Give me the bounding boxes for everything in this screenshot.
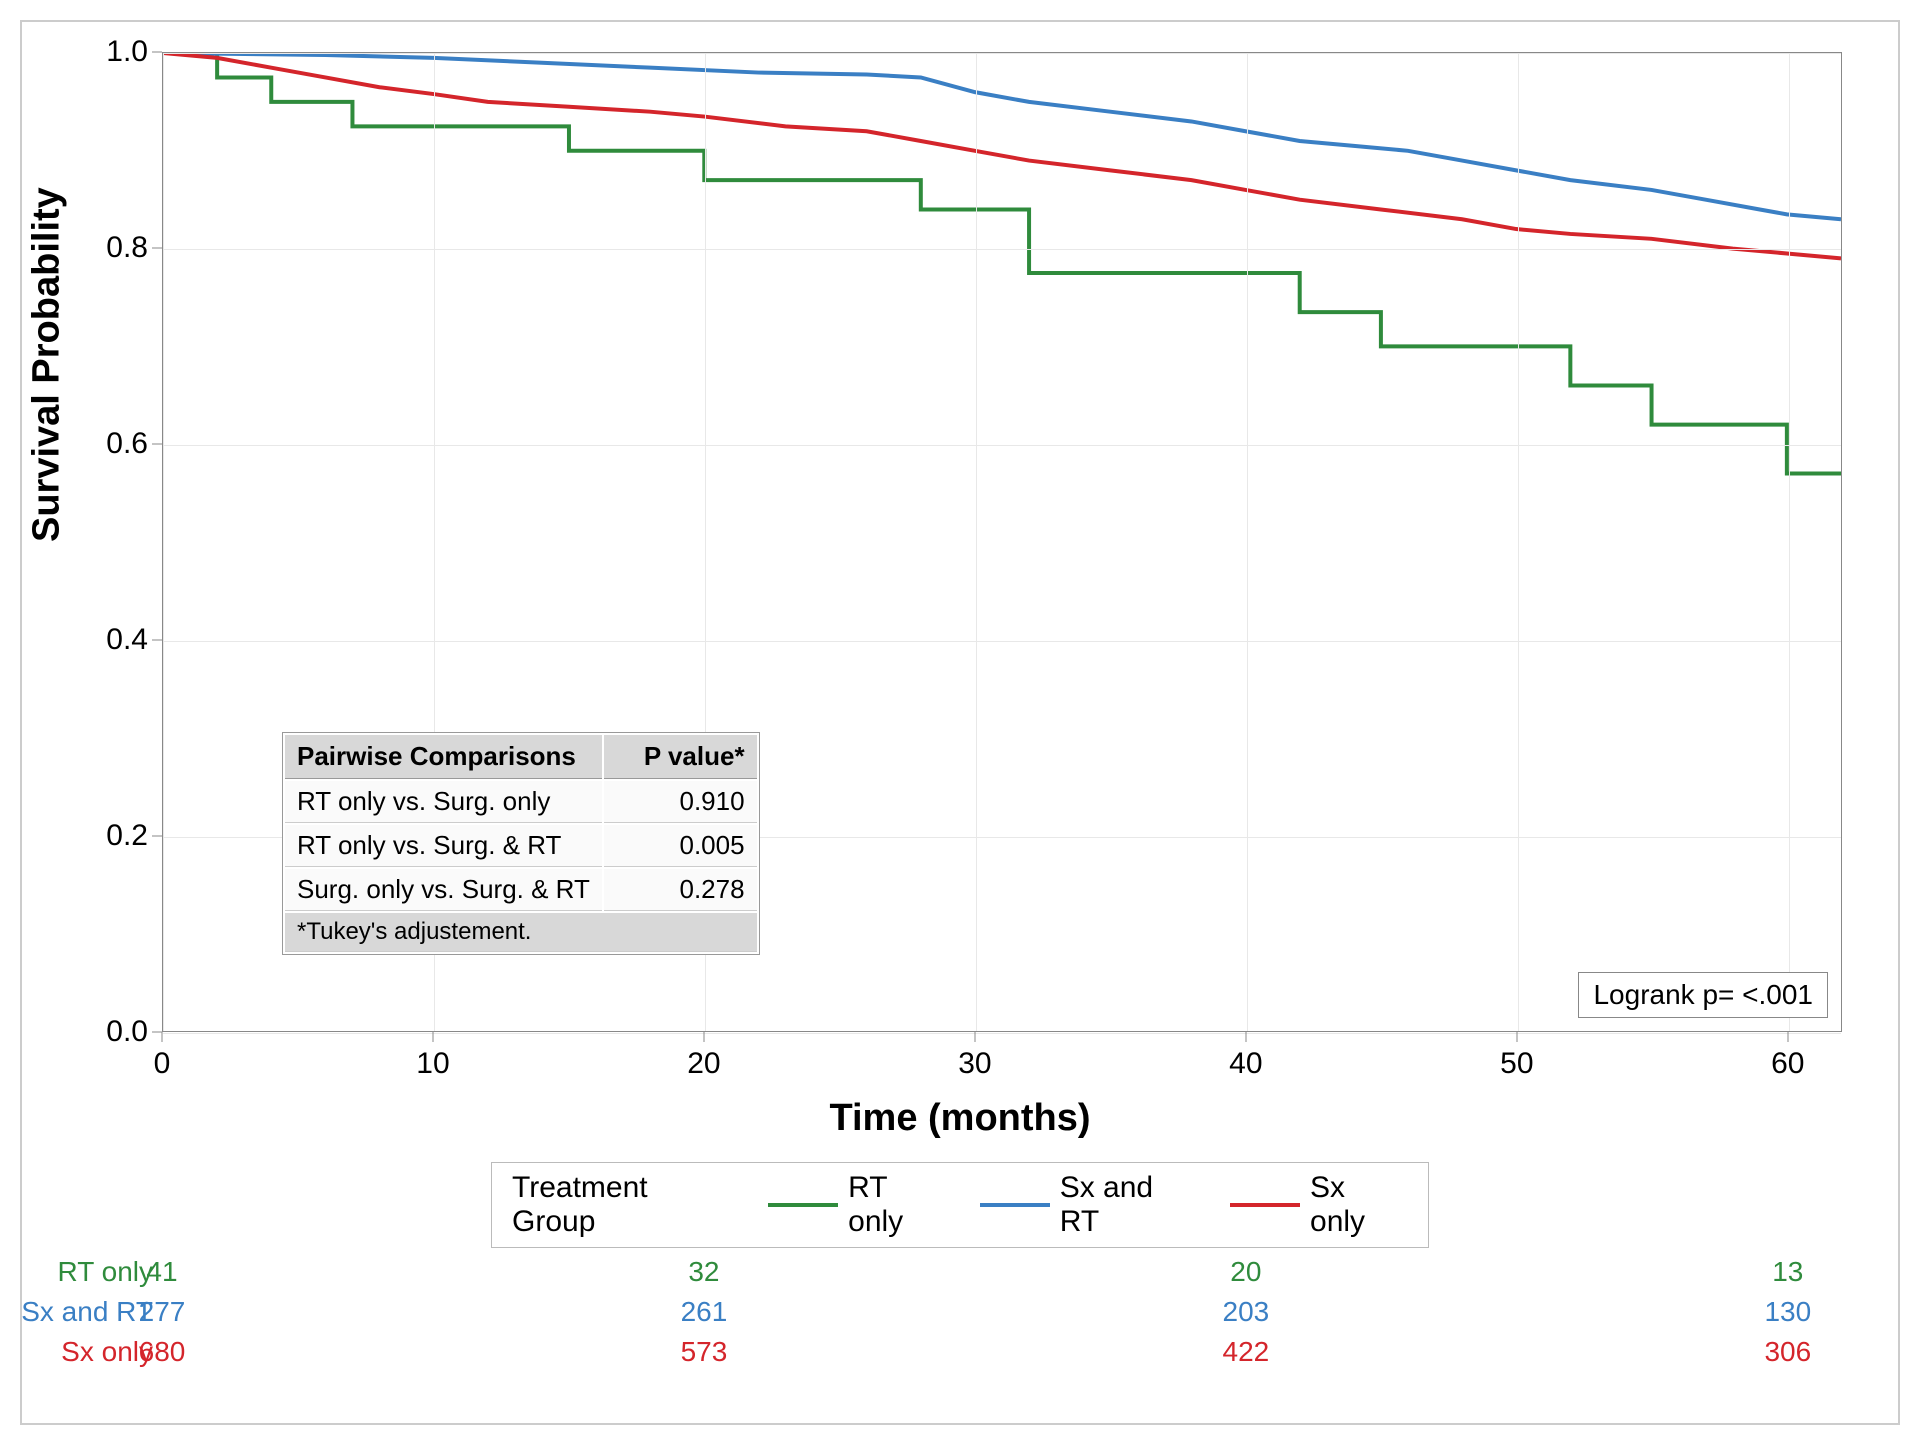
x-tick-label: 60 (1748, 1047, 1828, 1081)
x-tick-label: 40 (1206, 1047, 1286, 1081)
y-tick-mark (152, 1032, 162, 1033)
gridline-vertical (1518, 53, 1519, 1031)
risk-count: 277 (122, 1296, 202, 1328)
risk-count: 261 (664, 1296, 744, 1328)
y-tick-label: 0.8 (68, 231, 148, 265)
pairwise-pvalue: 0.005 (604, 825, 757, 867)
x-tick-mark (974, 1032, 975, 1042)
legend-label: Sx and RT (1060, 1171, 1201, 1239)
y-tick-label: 0.2 (68, 819, 148, 853)
risk-count: 203 (1206, 1296, 1286, 1328)
y-tick-label: 1.0 (68, 35, 148, 69)
pairwise-header-pvalue: P value* (604, 735, 757, 779)
risk-row: Sx and RT277261203130 (22, 1292, 1898, 1332)
pairwise-row: Surg. only vs. Surg. & RT0.278 (285, 869, 757, 911)
x-tick-label: 50 (1477, 1047, 1557, 1081)
x-tick-mark (1245, 1032, 1246, 1042)
risk-count: 130 (1748, 1296, 1828, 1328)
legend-item: Sx and RT (980, 1171, 1200, 1239)
pairwise-row: RT only vs. Surg. & RT0.005 (285, 825, 757, 867)
x-tick-mark (1787, 1032, 1788, 1042)
risk-count: 20 (1206, 1256, 1286, 1288)
pairwise-body: RT only vs. Surg. only0.910RT only vs. S… (285, 781, 757, 952)
x-tick-label: 10 (393, 1047, 473, 1081)
gridline-vertical (163, 53, 164, 1031)
risk-count: 41 (122, 1256, 202, 1288)
risk-count: 422 (1206, 1336, 1286, 1368)
legend-title: Treatment Group (512, 1171, 738, 1239)
pairwise-label: RT only vs. Surg. & RT (285, 825, 602, 867)
pairwise-pvalue: 0.910 (604, 781, 757, 823)
gridline-vertical (1247, 53, 1248, 1031)
survival-curve-sx-only (163, 53, 1841, 258)
y-tick-mark (152, 444, 162, 445)
x-tick-mark (703, 1032, 704, 1042)
legend-swatch (768, 1203, 838, 1207)
risk-count: 13 (1748, 1256, 1828, 1288)
survival-curve-rt-only (163, 53, 1841, 474)
gridline-horizontal (163, 249, 1841, 250)
y-tick-mark (152, 52, 162, 53)
survival-curve-sx-and-rt (163, 53, 1841, 219)
pairwise-row: RT only vs. Surg. only0.910 (285, 781, 757, 823)
risk-count: 680 (122, 1336, 202, 1368)
y-tick-label: 0.6 (68, 427, 148, 461)
x-tick-mark (162, 1032, 163, 1042)
y-tick-label: 0.0 (68, 1015, 148, 1049)
legend-label: Sx only (1310, 1171, 1408, 1239)
x-tick-mark (432, 1032, 433, 1042)
legend-item: RT only (768, 1171, 950, 1239)
legend-item: Sx only (1230, 1171, 1408, 1239)
y-tick-label: 0.4 (68, 623, 148, 657)
pairwise-footnote: *Tukey's adjustement. (285, 913, 757, 952)
risk-count: 306 (1748, 1336, 1828, 1368)
legend-swatch (980, 1203, 1050, 1207)
x-tick-label: 30 (935, 1047, 1015, 1081)
legend: Treatment Group RT only Sx and RT Sx only (491, 1162, 1429, 1248)
pairwise-footnote-row: *Tukey's adjustement. (285, 913, 757, 952)
x-axis-title: Time (months) (829, 1097, 1090, 1140)
risk-table: RT only41322013Sx and RT277261203130Sx o… (22, 1252, 1898, 1372)
pairwise-comparisons-table: Pairwise Comparisons P value* RT only vs… (282, 732, 760, 955)
gridline-vertical (976, 53, 977, 1031)
x-tick-mark (1516, 1032, 1517, 1042)
legend-swatch (1230, 1203, 1300, 1207)
gridline-horizontal (163, 641, 1841, 642)
y-tick-mark (152, 836, 162, 837)
risk-row: Sx only680573422306 (22, 1332, 1898, 1372)
pairwise-pvalue: 0.278 (604, 869, 757, 911)
pairwise-label: RT only vs. Surg. only (285, 781, 602, 823)
risk-count: 32 (664, 1256, 744, 1288)
logrank-pvalue: Logrank p= <.001 (1578, 972, 1828, 1018)
pairwise-label: Surg. only vs. Surg. & RT (285, 869, 602, 911)
x-tick-label: 0 (122, 1047, 202, 1081)
survival-figure: Survival Probability Time (months) Pairw… (20, 20, 1900, 1425)
risk-row: RT only41322013 (22, 1252, 1898, 1292)
legend-label: RT only (848, 1171, 950, 1239)
x-tick-label: 20 (664, 1047, 744, 1081)
gridline-vertical (1789, 53, 1790, 1031)
y-tick-mark (152, 248, 162, 249)
gridline-horizontal (163, 53, 1841, 54)
gridline-horizontal (163, 1033, 1841, 1034)
y-tick-mark (152, 640, 162, 641)
pairwise-header-comparison: Pairwise Comparisons (285, 735, 602, 779)
gridline-horizontal (163, 445, 1841, 446)
risk-count: 573 (664, 1336, 744, 1368)
y-axis-title: Survival Probability (26, 187, 69, 542)
